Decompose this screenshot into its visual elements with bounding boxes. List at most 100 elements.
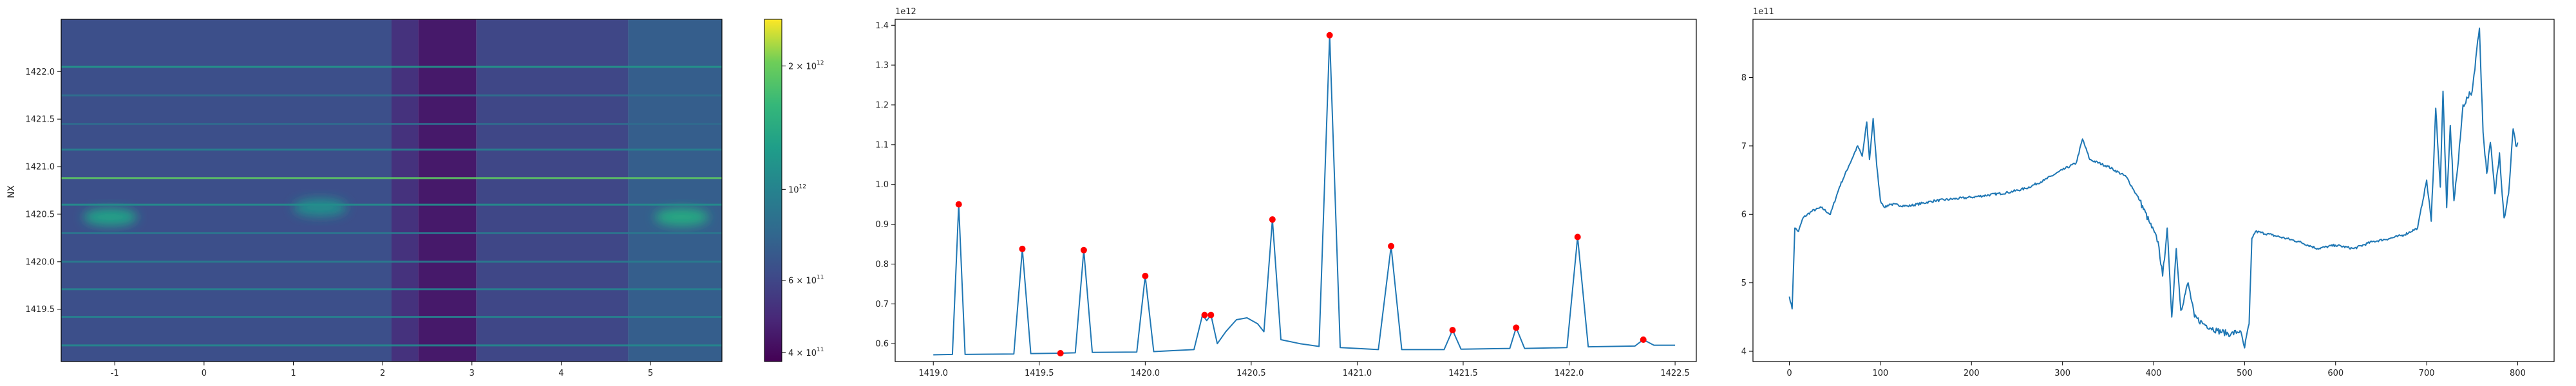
peaks-chart-x-tick-label: 1420.5 <box>1236 369 1266 378</box>
peak-marker <box>1326 32 1333 39</box>
peaks-chart-plot <box>933 32 1676 357</box>
peak-marker <box>1574 234 1581 241</box>
signal-chart-x-tick-label: 700 <box>2419 369 2435 378</box>
peaks-chart-y-tick-label: 0.6 <box>875 340 889 349</box>
colorbar-tick-label: 6 × 1011 <box>788 275 824 286</box>
signal-chart-offset-label: 1e11 <box>1753 7 1774 17</box>
peaks-series-line <box>933 34 1676 356</box>
peak-marker <box>1269 216 1276 223</box>
peaks-chart-offset-label: 1e12 <box>895 7 916 17</box>
heatmap-column-band <box>61 19 392 362</box>
heatmap-y-ticks: 1419.5 1420.0 1420.5 1421.0 1421.5 1422.0 <box>26 68 61 315</box>
signal-chart-x-ticks: 0 100 200 300 400 500 600 700 800 <box>1786 362 2526 378</box>
heatmap-y-tick-label: 1420.5 <box>26 210 55 219</box>
peaks-chart-y-tick-label: 1.4 <box>875 21 889 31</box>
colorbar-tick-label: 1012 <box>788 183 806 195</box>
colorbar-tick-exponent: 12 <box>817 60 824 67</box>
colorbar-gradient <box>764 19 782 362</box>
heatmap-column-band <box>392 19 419 362</box>
heatmap-image <box>61 19 722 362</box>
signal-chart-x-tick-label: 600 <box>2327 369 2344 378</box>
colorbar-tick-exponent: 11 <box>817 275 824 281</box>
peaks-chart-x-ticks: 1419.0 1419.5 1420.0 1420.5 1421.0 1421.5 1422… <box>918 362 1690 378</box>
peaks-chart-y-tick-label: 0.7 <box>875 300 889 309</box>
heatmap-row-line <box>61 288 722 291</box>
peak-marker <box>1142 273 1149 279</box>
heatmap-blob <box>83 208 138 226</box>
peak-marker <box>1201 311 1208 318</box>
peak-marker <box>1057 350 1064 357</box>
peak-marker <box>1208 311 1215 318</box>
peak-marker <box>1019 245 1026 252</box>
colorbar-tick-label: 2 × 1012 <box>788 60 824 72</box>
heatmap-x-tick-label: 3 <box>469 369 475 378</box>
peaks-chart-frame <box>895 19 1697 362</box>
heatmap-row-line <box>61 261 722 263</box>
heatmap-row-line <box>61 203 722 206</box>
signal-chart-y-tick-label: 8 <box>1741 73 1747 83</box>
heatmap-blob <box>293 198 348 217</box>
signal-chart-x-tick-label: 300 <box>2054 369 2070 378</box>
heatmap-y-tick-label: 1420.0 <box>26 257 55 267</box>
heatmap-row-line <box>61 66 722 68</box>
peak-marker <box>1640 336 1647 343</box>
heatmap-x-tick-label: 0 <box>202 369 207 378</box>
signal-chart-frame <box>1752 19 2555 362</box>
colorbar-tick-exponent: 11 <box>817 347 824 353</box>
peak-marker <box>1449 327 1456 334</box>
peaks-chart-x-tick-label: 1421.0 <box>1343 369 1372 378</box>
heatmap-blob <box>654 208 709 226</box>
signal-chart-y-tick-label: 5 <box>1741 279 1747 288</box>
peaks-chart-x-tick-label: 1422.0 <box>1555 369 1584 378</box>
peaks-chart-y-tick-label: 0.8 <box>875 260 889 270</box>
heatmap-row-line <box>61 177 722 179</box>
colorbar-tick-label: 4 × 1011 <box>788 347 824 358</box>
signal-chart-x-tick-label: 500 <box>2237 369 2253 378</box>
heatmap-y-tick-label: 1421.5 <box>26 115 55 125</box>
peaks-chart-x-tick-label: 1419.5 <box>1025 369 1054 378</box>
heatmap-row-line <box>61 123 722 125</box>
peaks-chart-y-tick-label: 1.3 <box>875 61 889 71</box>
peaks-chart-y-tick-label: 1.2 <box>875 101 889 111</box>
signal-chart-plot <box>1788 27 2519 349</box>
colorbar-ticks: 4 × 1011 6 × 1011 1012 2 × 1012 <box>782 60 824 358</box>
signal-chart-x-tick-label: 200 <box>1964 369 1980 378</box>
peaks-chart-x-tick-label: 1419.0 <box>918 369 948 378</box>
colorbar: 4 × 1011 6 × 1011 1012 2 × 1012 <box>764 19 824 362</box>
heatmap-y-tick-label: 1419.5 <box>26 305 55 315</box>
peaks-line-chart: 1419.0 1419.5 1420.0 1420.5 1421.0 1421.5 1422… <box>875 7 1697 378</box>
heatmap-column-band <box>628 19 722 362</box>
signal-chart-y-tick-label: 4 <box>1741 347 1747 357</box>
signal-series-line <box>1788 27 2519 349</box>
peaks-chart-x-tick-label: 1422.5 <box>1660 369 1690 378</box>
peaks-chart-y-tick-label: 1.1 <box>875 140 889 150</box>
heatmap-frame <box>61 19 723 362</box>
signal-chart-y-tick-label: 7 <box>1741 142 1747 151</box>
heatmap-panel: -1 0 1 2 3 4 5 1419.51420.01420.51421.01421.51… <box>6 19 723 378</box>
signal-chart-x-tick-label: 400 <box>2146 369 2162 378</box>
heatmap-column-band <box>418 19 477 362</box>
peaks-chart-y-tick-label: 0.9 <box>875 220 889 230</box>
signal-chart-x-tick-label: 800 <box>2510 369 2526 378</box>
heatmap-row-line <box>61 316 722 318</box>
peaks-chart-y-ticks: 0.6 0.7 0.8 0.9 1.0 1.1 1.2 1.3 1.4 <box>875 21 895 349</box>
peaks-chart-x-tick-label: 1420.0 <box>1131 369 1160 378</box>
peak-marker <box>955 201 962 208</box>
heatmap-x-ticks: -1 0 1 2 3 4 5 <box>111 362 653 378</box>
heatmap-row-line <box>61 232 722 234</box>
heatmap-x-tick-label: -1 <box>111 369 119 378</box>
heatmap-y-label: NX <box>6 185 17 198</box>
peak-marker <box>1388 243 1395 250</box>
heatmap-row-line <box>61 148 722 151</box>
colorbar-tick-exponent: 12 <box>799 183 806 190</box>
heatmap-x-tick-label: 2 <box>380 369 385 378</box>
heatmap-x-tick-label: 5 <box>648 369 653 378</box>
heatmap-x-tick-label: 1 <box>290 369 296 378</box>
signal-chart-x-tick-label: 0 <box>1786 369 1792 378</box>
heatmap-y-tick-label: 1422.0 <box>26 68 55 77</box>
peak-marker <box>1513 324 1520 331</box>
peaks-chart-x-tick-label: 1421.5 <box>1448 369 1478 378</box>
heatmap-row-line <box>61 344 722 347</box>
peaks-chart-y-tick-label: 1.0 <box>875 180 889 190</box>
